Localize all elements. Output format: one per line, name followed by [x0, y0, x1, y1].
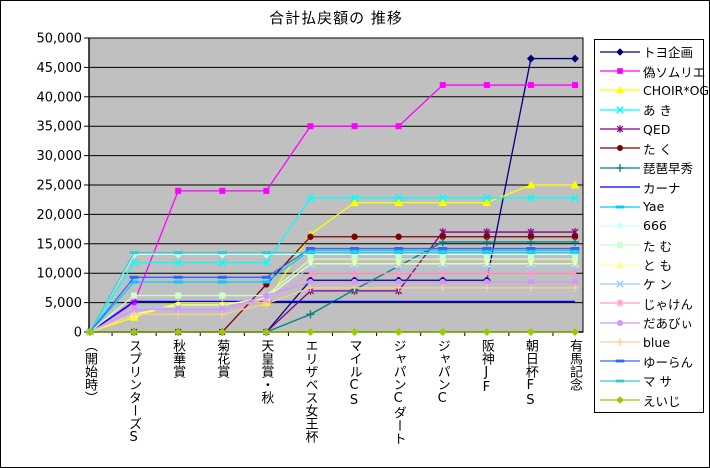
- series-16: [85, 247, 580, 334]
- legend-label: トヨ企画: [643, 45, 694, 61]
- legend-item-1: 偽ソムリエ: [599, 62, 706, 80]
- y-axis-tick-label: 5,000: [45, 296, 82, 311]
- legend-label: た く: [643, 141, 672, 157]
- legend-marker: [600, 186, 640, 188]
- y-axis-tick-label: 0: [74, 326, 82, 341]
- series-10: [87, 256, 578, 335]
- legend-marker: [600, 379, 640, 383]
- legend-item-2: CHOIR*OG: [599, 81, 709, 99]
- series-18: [86, 328, 579, 336]
- legend-marker: [600, 359, 640, 363]
- legend-label: ゆーらん: [643, 354, 694, 370]
- legend-label: CHOIR*OG: [643, 82, 710, 98]
- legend-marker: [600, 319, 640, 326]
- y-axis-tick-label: 50,000: [37, 32, 83, 47]
- y-axis-tick-label: 35,000: [37, 120, 83, 135]
- legend-label: ケ ン: [643, 277, 672, 293]
- legend-marker: [600, 338, 640, 346]
- legend-marker: [600, 242, 640, 249]
- legend-item-10: た む: [599, 236, 703, 254]
- legend-item-18: えいじ: [599, 391, 703, 409]
- legend-label: じゃけん: [643, 296, 694, 312]
- legend-label: blue: [643, 334, 671, 350]
- legend-item-7: カーナ: [599, 178, 703, 196]
- legend-marker: [600, 125, 640, 133]
- legend-marker: [600, 106, 640, 114]
- chart-title: 合計払戻額の 推移: [269, 9, 403, 27]
- legend-item-4: QED: [599, 120, 703, 138]
- legend-label: だあびぃ: [643, 316, 694, 332]
- legend-marker: [600, 145, 640, 152]
- legend-item-12: ケ ン: [599, 275, 703, 293]
- y-axis-tick-label: 25,000: [37, 179, 83, 194]
- legend-item-9: 666: [599, 217, 703, 235]
- legend-label: と も: [643, 258, 672, 274]
- legend-item-6: 琵琶早秀: [599, 159, 703, 177]
- y-axis-tick-label: 15,000: [37, 237, 83, 252]
- legend-label: 琵琶早秀: [643, 161, 694, 177]
- y-axis-tick-label: 45,000: [37, 61, 83, 76]
- legend-label: あ き: [643, 103, 672, 119]
- legend-item-13: じゃけん: [599, 294, 703, 312]
- legend-box: トヨ企画偽ソムリエ CHOIR*OG あ き QED た く琵琶早秀カーナ Yae 666 た…: [594, 39, 709, 413]
- series-15: [86, 283, 579, 336]
- legend-item-14: だあびぃ: [599, 314, 703, 332]
- legend-label: マ サ: [643, 374, 672, 390]
- legend-marker: [600, 396, 640, 404]
- y-axis-tick-label: 10,000: [37, 267, 83, 282]
- legend-marker: [600, 205, 640, 208]
- legend-label: えいじ: [643, 393, 681, 409]
- y-axis-tick-label: 30,000: [37, 149, 83, 164]
- legend-label: 666: [643, 218, 667, 234]
- legend-label: QED: [643, 121, 671, 137]
- legend-item-16: ゆーらん: [599, 352, 703, 370]
- legend-marker: [600, 86, 640, 94]
- legend-marker: [600, 222, 640, 230]
- y-axis-tick-label: 20,000: [37, 208, 83, 223]
- legend-label: カーナ: [643, 180, 681, 196]
- legend-item-17: マ サ: [599, 372, 703, 390]
- legend-label: た む: [643, 238, 672, 254]
- series-7: [89, 300, 575, 333]
- legend-marker: [600, 68, 640, 74]
- legend-item-8: Yae: [599, 198, 703, 216]
- series-3: [86, 194, 579, 336]
- legend-item-5: た く: [599, 139, 703, 157]
- series-17: [85, 251, 580, 334]
- legend-marker: [600, 164, 640, 172]
- y-axis-tick-label: 40,000: [37, 90, 83, 105]
- legend-item-11: と も: [599, 256, 703, 274]
- legend-label: Yae: [643, 199, 665, 215]
- legend-item-3: あ き: [599, 101, 703, 119]
- legend-marker: [600, 260, 640, 268]
- legend-marker: [600, 47, 640, 56]
- legend-item-15: blue: [599, 333, 703, 351]
- legend-label: 偽ソムリエ: [643, 64, 706, 80]
- legend-marker: [600, 299, 640, 308]
- legend-marker: [600, 280, 640, 288]
- legend-item-0: トヨ企画: [599, 43, 703, 61]
